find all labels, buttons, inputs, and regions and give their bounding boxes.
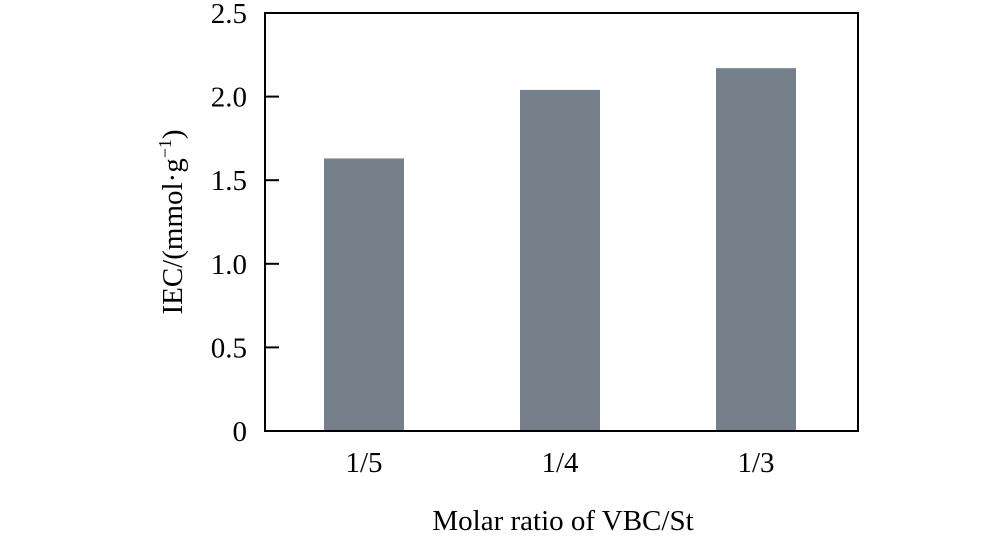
y-tick-label: 2.5 <box>211 0 247 30</box>
bar-1-4 <box>520 89 600 432</box>
bar-1-3 <box>716 68 796 432</box>
plot-frame <box>264 12 859 432</box>
x-axis-label: Molar ratio of VBC/St <box>432 505 693 537</box>
x-tick-label: 1/3 <box>737 447 774 479</box>
x-tick-label: 1/5 <box>345 447 382 479</box>
y-axis-label-close: ) <box>157 129 189 139</box>
y-tick-label: 0 <box>233 416 248 448</box>
bar-1-5 <box>324 158 404 432</box>
y-tick-label: 1.0 <box>211 249 247 281</box>
y-axis-label-main: IEC/(mmol·g <box>157 158 189 314</box>
x-tick-label: 1/4 <box>541 447 579 479</box>
y-axis-label: IEC/(mmol·g−1) <box>155 129 189 314</box>
y-tick-label: 0.5 <box>211 332 247 364</box>
y-tick-label: 1.5 <box>211 165 247 197</box>
y-tick-label: 2.0 <box>211 82 247 114</box>
y-axis-label-sup: −1 <box>155 139 175 158</box>
